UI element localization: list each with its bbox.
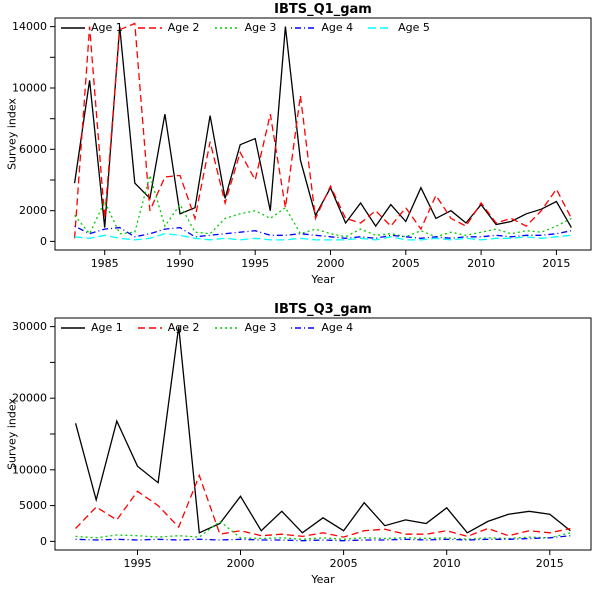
svg-text:2000: 2000	[19, 204, 47, 217]
legend-line-sample	[137, 326, 162, 329]
legend-label: Age 3	[244, 21, 277, 34]
y-axis-label: Survey index	[5, 398, 19, 470]
legend-label: Age 1	[91, 21, 123, 34]
series-line-age-1	[74, 326, 571, 534]
legend: Age 1 Age 2 Age 3 Age 4	[60, 321, 353, 334]
y-axis-label: Survey index	[5, 98, 19, 170]
plot-border	[54, 317, 592, 551]
legend-label: Age 2	[167, 321, 200, 334]
svg-text:2010: 2010	[467, 257, 495, 270]
legend-line-sample	[61, 326, 85, 329]
series-line-age-4	[74, 225, 572, 239]
legend-item-age-5: Age 5	[367, 21, 430, 34]
legend-line-sample	[368, 26, 393, 29]
legend-label: Age 4	[321, 321, 354, 334]
svg-text:1995: 1995	[241, 257, 269, 270]
svg-text:6000: 6000	[19, 143, 47, 156]
x-axis: 1995 2000 2005 2010 2015	[124, 550, 564, 570]
svg-text:1990: 1990	[166, 257, 194, 270]
legend-line-sample	[291, 326, 316, 329]
plot-border	[54, 17, 592, 251]
svg-text:2015: 2015	[536, 557, 564, 570]
series-lines	[73, 22, 572, 241]
series-line-age-2	[75, 473, 571, 538]
legend: Age 1 Age 2 Age 3 Age 4 Age 5	[60, 21, 430, 34]
legend-line-sample	[137, 26, 162, 29]
svg-text:30000: 30000	[12, 320, 47, 333]
chart-ibts-q3-gam: IBTS_Q3_gam 1995 2000 2005 2010 2015 0 5000 100…	[0, 300, 600, 600]
chart-ibts-q1-gam: IBTS_Q1_gam 1985 1990 1995 2000 2005 2010 2015…	[5, 2, 592, 286]
svg-text:2010: 2010	[433, 557, 461, 570]
series-line-age-4	[75, 535, 571, 542]
y-axis: 0 2000 6000 10000 14000	[12, 20, 55, 248]
legend-item-age-2: Age 2	[137, 321, 200, 334]
legend-line-sample	[61, 26, 85, 29]
svg-text:10000: 10000	[12, 82, 47, 95]
svg-text:20000: 20000	[12, 392, 47, 405]
legend-item-age-4: Age 4	[290, 21, 353, 34]
svg-text:0: 0	[40, 535, 47, 548]
legend-item-age-3: Age 3	[214, 321, 277, 334]
y-axis: 0 5000 10000 20000 30000	[12, 320, 55, 548]
plot-area: 1985 1990 1995 2000 2005 2010 2015 0 2000 6000 100…	[12, 17, 592, 270]
series-line-age-1	[73, 26, 572, 228]
x-axis-label: Year	[311, 273, 335, 286]
legend-label: Age 2	[167, 21, 200, 34]
legend-item-age-2: Age 2	[137, 21, 200, 34]
svg-text:2005: 2005	[392, 257, 420, 270]
series-line-age-3	[74, 172, 572, 238]
series-line-age-2	[73, 22, 572, 239]
legend-line-sample	[291, 26, 316, 29]
svg-text:1995: 1995	[124, 557, 152, 570]
x-axis: 1985 1990 1995 2000 2005 2010 2015	[91, 250, 570, 270]
chart-title: IBTS_Q3_gam	[274, 302, 372, 317]
svg-text:2000: 2000	[227, 557, 255, 570]
legend-label: Age 1	[91, 321, 123, 334]
svg-text:0: 0	[40, 235, 47, 248]
plot-area: 1995 2000 2005 2010 2015 0 5000 10000 20000 30000	[12, 317, 592, 570]
series-line-age-5	[74, 233, 572, 241]
legend-line-sample	[214, 26, 239, 29]
legend-label: Age 5	[398, 21, 430, 34]
svg-text:1985: 1985	[91, 257, 119, 270]
svg-text:2015: 2015	[542, 257, 570, 270]
series-line-age-3	[75, 520, 571, 540]
svg-text:2005: 2005	[330, 557, 358, 570]
legend-label: Age 4	[321, 21, 354, 34]
legend-label: Age 3	[244, 321, 277, 334]
svg-text:10000: 10000	[12, 463, 47, 476]
legend-item-age-1: Age 1	[60, 21, 123, 34]
legend-item-age-3: Age 3	[214, 21, 277, 34]
svg-text:14000: 14000	[12, 20, 47, 33]
series-lines	[74, 326, 571, 542]
svg-text:5000: 5000	[19, 499, 47, 512]
x-axis-label: Year	[311, 573, 335, 586]
legend-item-age-1: Age 1	[60, 321, 123, 334]
legend-item-age-4: Age 4	[290, 321, 353, 334]
chart-title: IBTS_Q1_gam	[274, 2, 372, 17]
legend-line-sample	[214, 326, 239, 329]
svg-text:2000: 2000	[317, 257, 345, 270]
